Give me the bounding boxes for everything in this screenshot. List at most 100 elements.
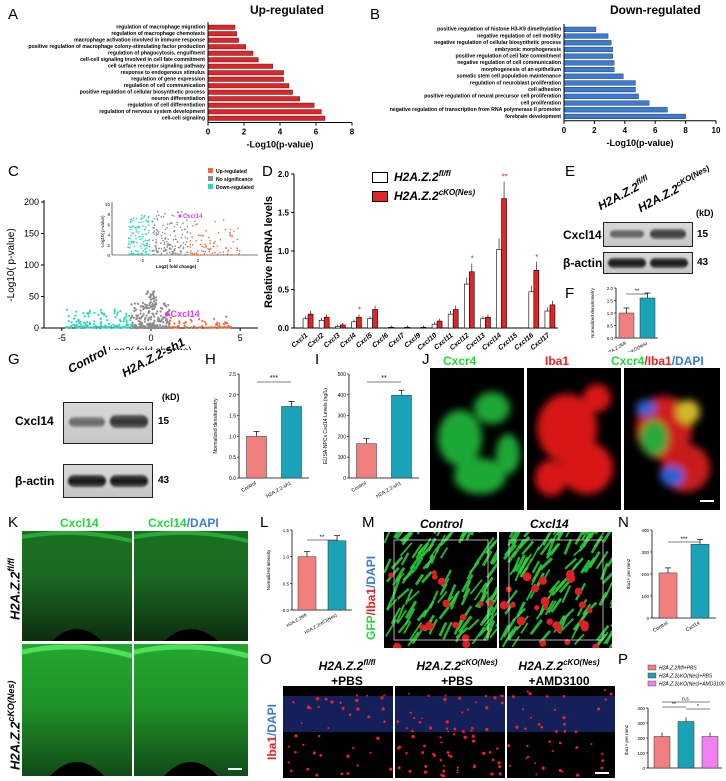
category-label: regulation of gene expression bbox=[131, 77, 205, 83]
inset-point bbox=[155, 234, 158, 237]
x-tick-label: Cxcl17 bbox=[529, 331, 552, 350]
inset-point bbox=[180, 250, 183, 253]
inset-point bbox=[197, 234, 200, 236]
significance-mark: * bbox=[535, 253, 538, 262]
inset-point bbox=[145, 253, 148, 255]
point bbox=[90, 326, 93, 329]
inset-point bbox=[209, 242, 211, 245]
inset-point bbox=[148, 245, 151, 248]
bar bbox=[356, 443, 377, 479]
point bbox=[225, 315, 228, 318]
bar bbox=[207, 63, 274, 69]
j-image-iba1 bbox=[527, 368, 621, 510]
blot-e-col2-sup: cKO(Nes) bbox=[674, 163, 711, 189]
cell-process bbox=[462, 580, 472, 599]
inset-point bbox=[173, 229, 176, 232]
inset-point bbox=[181, 233, 184, 236]
iba1-cell bbox=[292, 700, 295, 704]
point bbox=[86, 312, 89, 315]
inset-point bbox=[153, 224, 156, 227]
point bbox=[79, 323, 83, 326]
point bbox=[150, 326, 153, 329]
inset-point bbox=[142, 217, 144, 219]
inset-point bbox=[146, 247, 148, 249]
inset-point bbox=[222, 218, 225, 221]
cell-process bbox=[465, 532, 472, 541]
x-tick-label: 2 bbox=[242, 128, 247, 137]
cell-process bbox=[608, 643, 612, 648]
cell-process bbox=[386, 598, 398, 611]
x-tick-label: Control bbox=[652, 621, 669, 634]
inset-point bbox=[134, 249, 137, 252]
y-tick-label: 0 bbox=[646, 616, 649, 621]
inset-point bbox=[182, 246, 185, 249]
point bbox=[154, 303, 157, 306]
cell-process bbox=[555, 576, 569, 592]
category-label: embryonic morphogenesis bbox=[495, 47, 561, 53]
point bbox=[139, 305, 142, 308]
category-label: negative regulation of cellular biosynth… bbox=[434, 40, 561, 46]
blot-g-kd15: 15 bbox=[158, 416, 170, 427]
cell-process bbox=[508, 532, 515, 539]
point bbox=[197, 326, 201, 329]
category-label: forebrain development bbox=[505, 114, 561, 120]
point bbox=[143, 303, 147, 306]
iba1-cell bbox=[456, 769, 459, 772]
d-legend-label-2: H2A.Z.2 bbox=[394, 189, 439, 203]
point bbox=[141, 321, 144, 325]
point bbox=[79, 320, 82, 323]
iba1-cell bbox=[562, 716, 566, 720]
x-tick-label: Cxcl5 bbox=[355, 332, 374, 349]
inset-point bbox=[164, 249, 167, 252]
panel-label-k: K bbox=[8, 514, 19, 531]
bar bbox=[563, 40, 612, 46]
inset-point bbox=[131, 240, 134, 243]
inset-point bbox=[200, 249, 203, 252]
y-tick-label: 2.0 bbox=[278, 170, 290, 179]
iba1-cell bbox=[558, 741, 562, 745]
d-legend-sup-1: fl/fl bbox=[438, 169, 451, 178]
point bbox=[132, 316, 135, 319]
point bbox=[99, 317, 102, 320]
panel-label-m: M bbox=[362, 514, 375, 531]
point bbox=[129, 319, 132, 322]
iba1-cell bbox=[529, 716, 532, 719]
point bbox=[102, 326, 106, 329]
point bbox=[128, 314, 131, 317]
inset-point bbox=[145, 242, 148, 245]
iba1-cell bbox=[558, 768, 562, 773]
y-tick-label: 50 bbox=[29, 292, 39, 302]
point bbox=[76, 325, 79, 328]
inset-point bbox=[186, 251, 189, 254]
highlight-label: Cxcl14 bbox=[171, 309, 200, 319]
point bbox=[207, 326, 210, 329]
cell-process bbox=[529, 619, 543, 636]
inset-point bbox=[204, 250, 206, 253]
inset-point bbox=[163, 246, 166, 249]
inset-point bbox=[222, 254, 225, 256]
point bbox=[83, 315, 86, 318]
k-row1-text: H2A.Z.2 bbox=[7, 571, 23, 620]
point bbox=[116, 313, 119, 316]
point bbox=[146, 323, 149, 326]
iba1-cell bbox=[352, 747, 355, 750]
y-axis-label: Iba1+ per mm2 bbox=[626, 558, 631, 589]
point bbox=[100, 326, 104, 329]
point bbox=[130, 326, 133, 329]
inset-point bbox=[191, 244, 194, 246]
iba1-cell bbox=[564, 639, 571, 645]
iba1-cell bbox=[294, 750, 297, 754]
m-image-control bbox=[384, 532, 497, 648]
d-legend: H2A.Z.2fl/fl H2A.Z.2cKO(Nes) bbox=[372, 166, 475, 204]
point bbox=[108, 322, 111, 325]
iba1-cell bbox=[534, 762, 536, 765]
inset-point bbox=[166, 223, 169, 225]
bar bbox=[340, 324, 346, 329]
inset-point bbox=[127, 243, 130, 245]
cell-process bbox=[589, 532, 596, 539]
blot-band bbox=[110, 415, 148, 428]
point bbox=[86, 321, 89, 324]
significance-mark: ** bbox=[501, 173, 507, 182]
blot-band bbox=[110, 475, 148, 487]
iba1-cell bbox=[388, 572, 394, 578]
